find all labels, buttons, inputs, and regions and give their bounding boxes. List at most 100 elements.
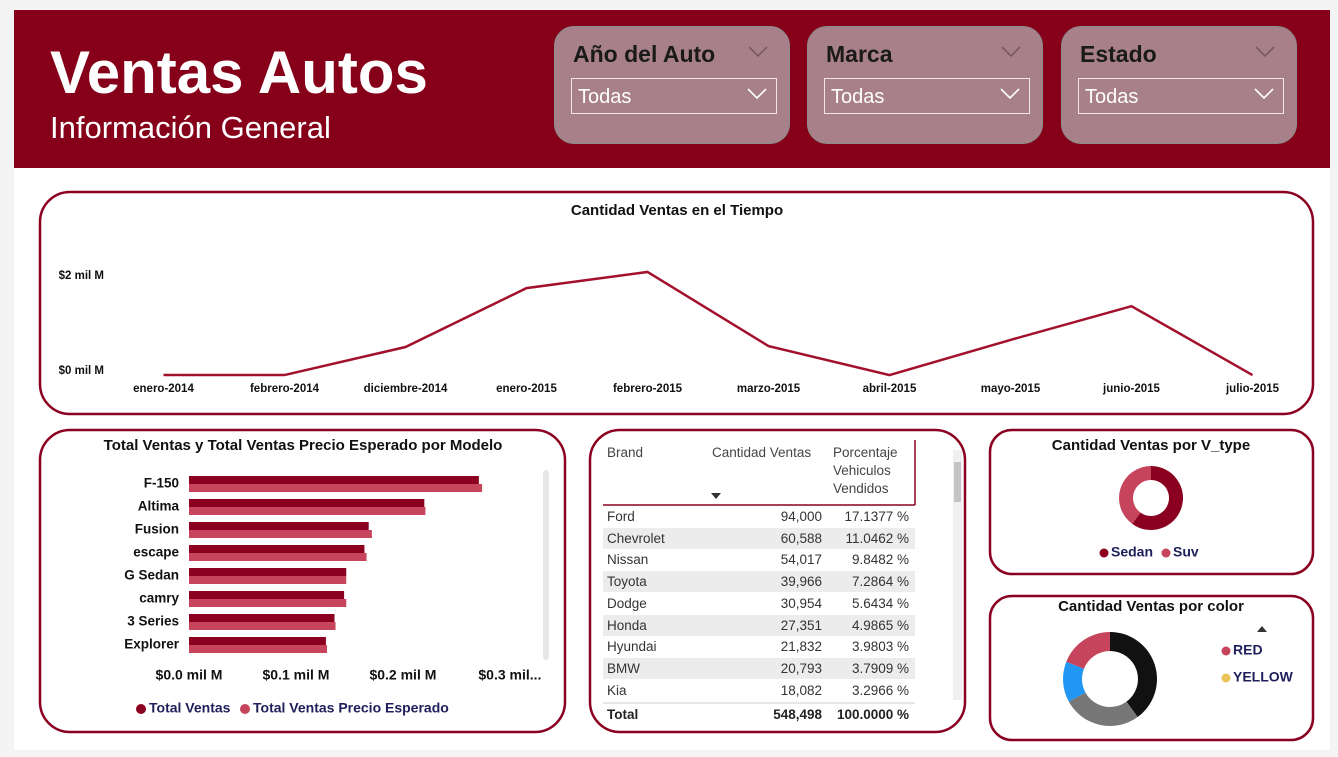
chevron-path bbox=[1254, 88, 1274, 100]
filter-label: Estado bbox=[1080, 41, 1157, 67]
card bbox=[988, 428, 1315, 576]
x-tick-label: $0.2 mil M bbox=[369, 667, 436, 683]
table-row: Kia 18,082 3.2966 % bbox=[603, 680, 915, 701]
legend-label: Suv bbox=[1173, 544, 1199, 560]
cell: 27,351 bbox=[780, 617, 822, 633]
donut-slice bbox=[1119, 466, 1151, 524]
scrollbar[interactable] bbox=[543, 470, 549, 660]
chevron bbox=[1255, 46, 1275, 58]
chevron-path bbox=[747, 88, 767, 100]
x-tick-label: febrero-2014 bbox=[250, 383, 320, 395]
y-tick-label: $0 mil M bbox=[59, 365, 104, 377]
table-row: Dodge 30,954 5.6434 % bbox=[603, 593, 915, 614]
cell: 548,498 bbox=[773, 707, 822, 722]
chevron-path bbox=[748, 46, 768, 58]
bar bbox=[189, 645, 327, 653]
chevron bbox=[747, 88, 767, 100]
cell: Ford bbox=[607, 509, 635, 524]
legend-label: Total Ventas bbox=[149, 700, 231, 716]
legend-marker bbox=[136, 704, 146, 714]
cell: 94,000 bbox=[780, 509, 822, 524]
legend-label: Total Ventas Precio Esperado bbox=[253, 700, 449, 716]
table-row: Honda 27,351 4.9865 % bbox=[603, 614, 915, 636]
y-tick-label: 3 Series bbox=[127, 614, 179, 629]
y-tick-label: F-150 bbox=[144, 476, 179, 491]
scrollbar-thumb[interactable] bbox=[954, 462, 961, 502]
dropdown-value[interactable]: Todas bbox=[831, 86, 885, 108]
chart-title: Cantidad Ventas en el Tiempo bbox=[571, 202, 783, 219]
dropdown[interactable]: Todas bbox=[571, 78, 777, 114]
chevron bbox=[1001, 46, 1021, 58]
chevron-path bbox=[1000, 88, 1020, 100]
column-header: Cantidad Ventas bbox=[712, 445, 812, 460]
cell: 11.0462 % bbox=[845, 530, 909, 546]
donut-slice bbox=[1063, 661, 1086, 702]
x-tick-label: abril-2015 bbox=[863, 383, 917, 395]
table-row: Ford 94,000 17.1377 % bbox=[603, 506, 915, 527]
line bbox=[163, 270, 1254, 377]
bar bbox=[189, 476, 479, 484]
sort-arrow[interactable] bbox=[711, 493, 721, 499]
y-tick-label: Altima bbox=[138, 499, 180, 514]
x-tick-label: $0.0 mil M bbox=[156, 667, 223, 683]
dropdown[interactable]: Todas bbox=[1078, 78, 1284, 114]
legend-marker bbox=[240, 704, 250, 714]
cell: 30,954 bbox=[780, 595, 822, 611]
cell: 3.7909 % bbox=[851, 660, 909, 676]
bar bbox=[189, 599, 347, 607]
bar bbox=[189, 591, 345, 599]
legend-label: YELLOW bbox=[1233, 669, 1294, 685]
bar bbox=[189, 576, 347, 584]
bar bbox=[189, 568, 347, 576]
donut-slice bbox=[1066, 632, 1110, 669]
chevron bbox=[748, 46, 768, 58]
filter[interactable]: Año del Auto Todas bbox=[554, 26, 790, 144]
bar bbox=[189, 522, 369, 530]
y-tick-label: Fusion bbox=[135, 522, 179, 537]
bar bbox=[189, 484, 483, 492]
dropdown-value[interactable]: Todas bbox=[578, 86, 632, 108]
x-tick-label: febrero-2015 bbox=[613, 383, 683, 395]
dropdown[interactable]: Todas bbox=[824, 78, 1030, 114]
page-subtitle: Información General bbox=[50, 110, 331, 145]
dropdown-value[interactable]: Todas bbox=[1085, 86, 1139, 108]
cell: Hyundai bbox=[607, 639, 657, 655]
chart-title: Total Ventas y Total Ventas Precio Esper… bbox=[104, 437, 503, 454]
filter[interactable]: Estado Todas bbox=[1061, 26, 1297, 144]
cell: 5.6434 % bbox=[851, 595, 909, 611]
y-tick-label: $2 mil M bbox=[59, 270, 104, 282]
cell: 3.9803 % bbox=[851, 639, 909, 655]
cell: Toyota bbox=[607, 574, 647, 590]
chevron bbox=[1254, 88, 1274, 100]
column-header: Brand bbox=[607, 445, 644, 460]
cell: Nissan bbox=[607, 552, 649, 568]
scrollbar[interactable] bbox=[953, 450, 962, 700]
legend-marker bbox=[1099, 548, 1109, 558]
x-tick-label: julio-2015 bbox=[1225, 383, 1280, 395]
y-tick-label: escape bbox=[133, 545, 179, 560]
cell: 18,082 bbox=[780, 682, 822, 698]
chevron-path bbox=[1255, 46, 1275, 58]
cell: Kia bbox=[607, 682, 627, 698]
y-tick-label: G Sedan bbox=[124, 568, 179, 583]
y-tick-label: Explorer bbox=[124, 637, 180, 652]
bar bbox=[189, 530, 372, 538]
legend-marker bbox=[1161, 548, 1171, 558]
cell: 21,832 bbox=[780, 639, 822, 655]
column-header: Porcentaje Vehiculos Vendidos bbox=[833, 445, 898, 496]
legend-scroll-arrow[interactable] bbox=[1257, 626, 1267, 632]
cell: Chevrolet bbox=[607, 530, 665, 546]
bar bbox=[189, 499, 425, 507]
cell: 17.1377 % bbox=[844, 509, 909, 524]
x-tick-label: marzo-2015 bbox=[737, 383, 801, 395]
cell: 4.9865 % bbox=[851, 617, 909, 633]
chart-title: Cantidad Ventas por V_type bbox=[1052, 437, 1250, 454]
x-tick-label: $0.1 mil M bbox=[263, 667, 330, 683]
filter[interactable]: Marca Todas bbox=[807, 26, 1043, 144]
card bbox=[38, 190, 1315, 416]
chevron-path bbox=[1001, 46, 1021, 58]
x-tick-label: $0.3 mil... bbox=[478, 667, 541, 683]
x-tick-label: mayo-2015 bbox=[981, 383, 1041, 395]
